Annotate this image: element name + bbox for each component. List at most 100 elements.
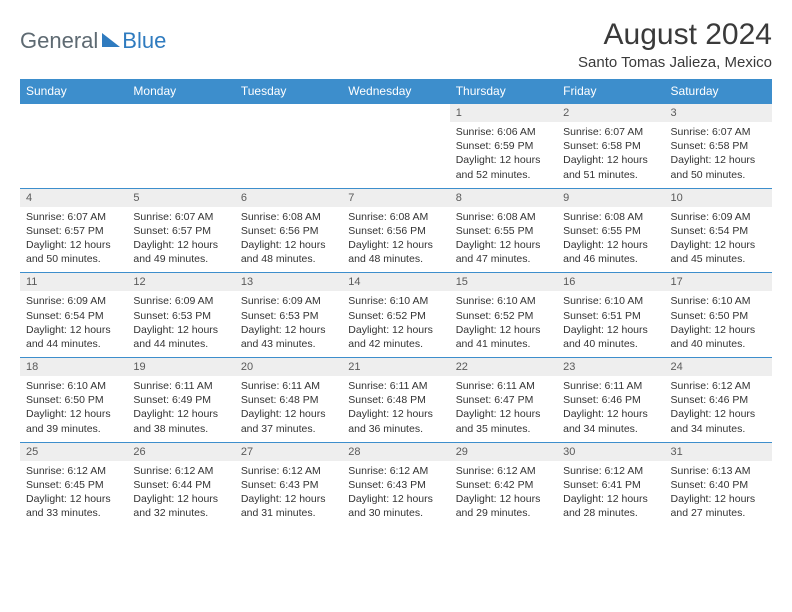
sunset-line: Sunset: 6:58 PM <box>563 139 658 153</box>
day-detail-cell: Sunrise: 6:11 AMSunset: 6:48 PMDaylight:… <box>342 376 449 442</box>
sunset-line: Sunset: 6:56 PM <box>241 224 336 238</box>
daylight-line: Daylight: 12 hours and 50 minutes. <box>671 153 766 181</box>
day-number-cell: 22 <box>450 358 557 377</box>
sunrise-line: Sunrise: 6:10 AM <box>348 294 443 308</box>
day-number-cell: 12 <box>127 273 234 292</box>
title-block: August 2024 Santo Tomas Jalieza, Mexico <box>578 18 772 71</box>
day-detail-cell: Sunrise: 6:10 AMSunset: 6:52 PMDaylight:… <box>450 291 557 357</box>
daylight-line: Daylight: 12 hours and 48 minutes. <box>241 238 336 266</box>
day-number-cell <box>342 104 449 123</box>
logo-text-general: General <box>20 28 98 54</box>
day-detail-cell: Sunrise: 6:13 AMSunset: 6:40 PMDaylight:… <box>665 461 772 527</box>
sunrise-line: Sunrise: 6:12 AM <box>671 379 766 393</box>
sunset-line: Sunset: 6:52 PM <box>456 309 551 323</box>
sunset-line: Sunset: 6:48 PM <box>348 393 443 407</box>
detail-row: Sunrise: 6:10 AMSunset: 6:50 PMDaylight:… <box>20 376 772 442</box>
day-number-cell: 3 <box>665 104 772 123</box>
daylight-line: Daylight: 12 hours and 41 minutes. <box>456 323 551 351</box>
daylight-line: Daylight: 12 hours and 31 minutes. <box>241 492 336 520</box>
sunrise-line: Sunrise: 6:13 AM <box>671 464 766 478</box>
day-detail-cell: Sunrise: 6:12 AMSunset: 6:45 PMDaylight:… <box>20 461 127 527</box>
day-detail-cell: Sunrise: 6:09 AMSunset: 6:53 PMDaylight:… <box>235 291 342 357</box>
sunrise-line: Sunrise: 6:07 AM <box>26 210 121 224</box>
sunset-line: Sunset: 6:58 PM <box>671 139 766 153</box>
day-number-cell: 27 <box>235 442 342 461</box>
day-detail-cell: Sunrise: 6:09 AMSunset: 6:53 PMDaylight:… <box>127 291 234 357</box>
location: Santo Tomas Jalieza, Mexico <box>578 54 772 71</box>
day-detail-cell: Sunrise: 6:12 AMSunset: 6:43 PMDaylight:… <box>235 461 342 527</box>
day-detail-cell: Sunrise: 6:07 AMSunset: 6:58 PMDaylight:… <box>557 122 664 188</box>
daynum-row: 18192021222324 <box>20 358 772 377</box>
day-number-cell: 31 <box>665 442 772 461</box>
sunset-line: Sunset: 6:54 PM <box>26 309 121 323</box>
day-number-cell: 13 <box>235 273 342 292</box>
sunset-line: Sunset: 6:51 PM <box>563 309 658 323</box>
dayhead-thu: Thursday <box>450 79 557 104</box>
daynum-row: 11121314151617 <box>20 273 772 292</box>
day-number-cell: 26 <box>127 442 234 461</box>
sunrise-line: Sunrise: 6:08 AM <box>456 210 551 224</box>
daylight-line: Daylight: 12 hours and 33 minutes. <box>26 492 121 520</box>
day-number-cell: 23 <box>557 358 664 377</box>
daylight-line: Daylight: 12 hours and 45 minutes. <box>671 238 766 266</box>
sunset-line: Sunset: 6:56 PM <box>348 224 443 238</box>
logo-text-blue: Blue <box>122 28 166 54</box>
daylight-line: Daylight: 12 hours and 38 minutes. <box>133 407 228 435</box>
dayhead-tue: Tuesday <box>235 79 342 104</box>
daylight-line: Daylight: 12 hours and 29 minutes. <box>456 492 551 520</box>
daylight-line: Daylight: 12 hours and 52 minutes. <box>456 153 551 181</box>
daylight-line: Daylight: 12 hours and 44 minutes. <box>133 323 228 351</box>
daylight-line: Daylight: 12 hours and 32 minutes. <box>133 492 228 520</box>
daylight-line: Daylight: 12 hours and 40 minutes. <box>563 323 658 351</box>
sunset-line: Sunset: 6:55 PM <box>456 224 551 238</box>
day-number-cell: 20 <box>235 358 342 377</box>
day-detail-cell: Sunrise: 6:11 AMSunset: 6:47 PMDaylight:… <box>450 376 557 442</box>
day-number-cell: 14 <box>342 273 449 292</box>
sunset-line: Sunset: 6:50 PM <box>671 309 766 323</box>
day-number-cell: 7 <box>342 188 449 207</box>
sunrise-line: Sunrise: 6:08 AM <box>348 210 443 224</box>
daylight-line: Daylight: 12 hours and 35 minutes. <box>456 407 551 435</box>
day-detail-cell: Sunrise: 6:12 AMSunset: 6:43 PMDaylight:… <box>342 461 449 527</box>
daynum-row: 123 <box>20 104 772 123</box>
day-number-cell: 2 <box>557 104 664 123</box>
day-detail-cell: Sunrise: 6:11 AMSunset: 6:48 PMDaylight:… <box>235 376 342 442</box>
day-number-cell: 17 <box>665 273 772 292</box>
day-detail-cell: Sunrise: 6:07 AMSunset: 6:58 PMDaylight:… <box>665 122 772 188</box>
day-number-cell: 11 <box>20 273 127 292</box>
sunset-line: Sunset: 6:59 PM <box>456 139 551 153</box>
day-header-row: Sunday Monday Tuesday Wednesday Thursday… <box>20 79 772 104</box>
day-detail-cell <box>342 122 449 188</box>
daylight-line: Daylight: 12 hours and 51 minutes. <box>563 153 658 181</box>
daylight-line: Daylight: 12 hours and 44 minutes. <box>26 323 121 351</box>
sunrise-line: Sunrise: 6:09 AM <box>26 294 121 308</box>
sunset-line: Sunset: 6:45 PM <box>26 478 121 492</box>
calendar-table: Sunday Monday Tuesday Wednesday Thursday… <box>20 79 772 526</box>
sunset-line: Sunset: 6:42 PM <box>456 478 551 492</box>
sunrise-line: Sunrise: 6:12 AM <box>563 464 658 478</box>
day-number-cell <box>127 104 234 123</box>
daylight-line: Daylight: 12 hours and 28 minutes. <box>563 492 658 520</box>
dayhead-sun: Sunday <box>20 79 127 104</box>
month-title: August 2024 <box>578 18 772 52</box>
day-detail-cell: Sunrise: 6:12 AMSunset: 6:46 PMDaylight:… <box>665 376 772 442</box>
day-number-cell: 1 <box>450 104 557 123</box>
sunrise-line: Sunrise: 6:06 AM <box>456 125 551 139</box>
day-detail-cell: Sunrise: 6:10 AMSunset: 6:50 PMDaylight:… <box>20 376 127 442</box>
sunrise-line: Sunrise: 6:07 AM <box>563 125 658 139</box>
day-detail-cell: Sunrise: 6:07 AMSunset: 6:57 PMDaylight:… <box>127 207 234 273</box>
day-detail-cell: Sunrise: 6:08 AMSunset: 6:55 PMDaylight:… <box>450 207 557 273</box>
day-number-cell: 8 <box>450 188 557 207</box>
day-number-cell: 4 <box>20 188 127 207</box>
daylight-line: Daylight: 12 hours and 48 minutes. <box>348 238 443 266</box>
daylight-line: Daylight: 12 hours and 34 minutes. <box>671 407 766 435</box>
sunrise-line: Sunrise: 6:08 AM <box>563 210 658 224</box>
daylight-line: Daylight: 12 hours and 34 minutes. <box>563 407 658 435</box>
sunrise-line: Sunrise: 6:07 AM <box>671 125 766 139</box>
day-number-cell: 30 <box>557 442 664 461</box>
day-detail-cell: Sunrise: 6:09 AMSunset: 6:54 PMDaylight:… <box>665 207 772 273</box>
day-number-cell: 10 <box>665 188 772 207</box>
day-number-cell: 28 <box>342 442 449 461</box>
sunset-line: Sunset: 6:48 PM <box>241 393 336 407</box>
header: General Blue August 2024 Santo Tomas Jal… <box>20 18 772 71</box>
